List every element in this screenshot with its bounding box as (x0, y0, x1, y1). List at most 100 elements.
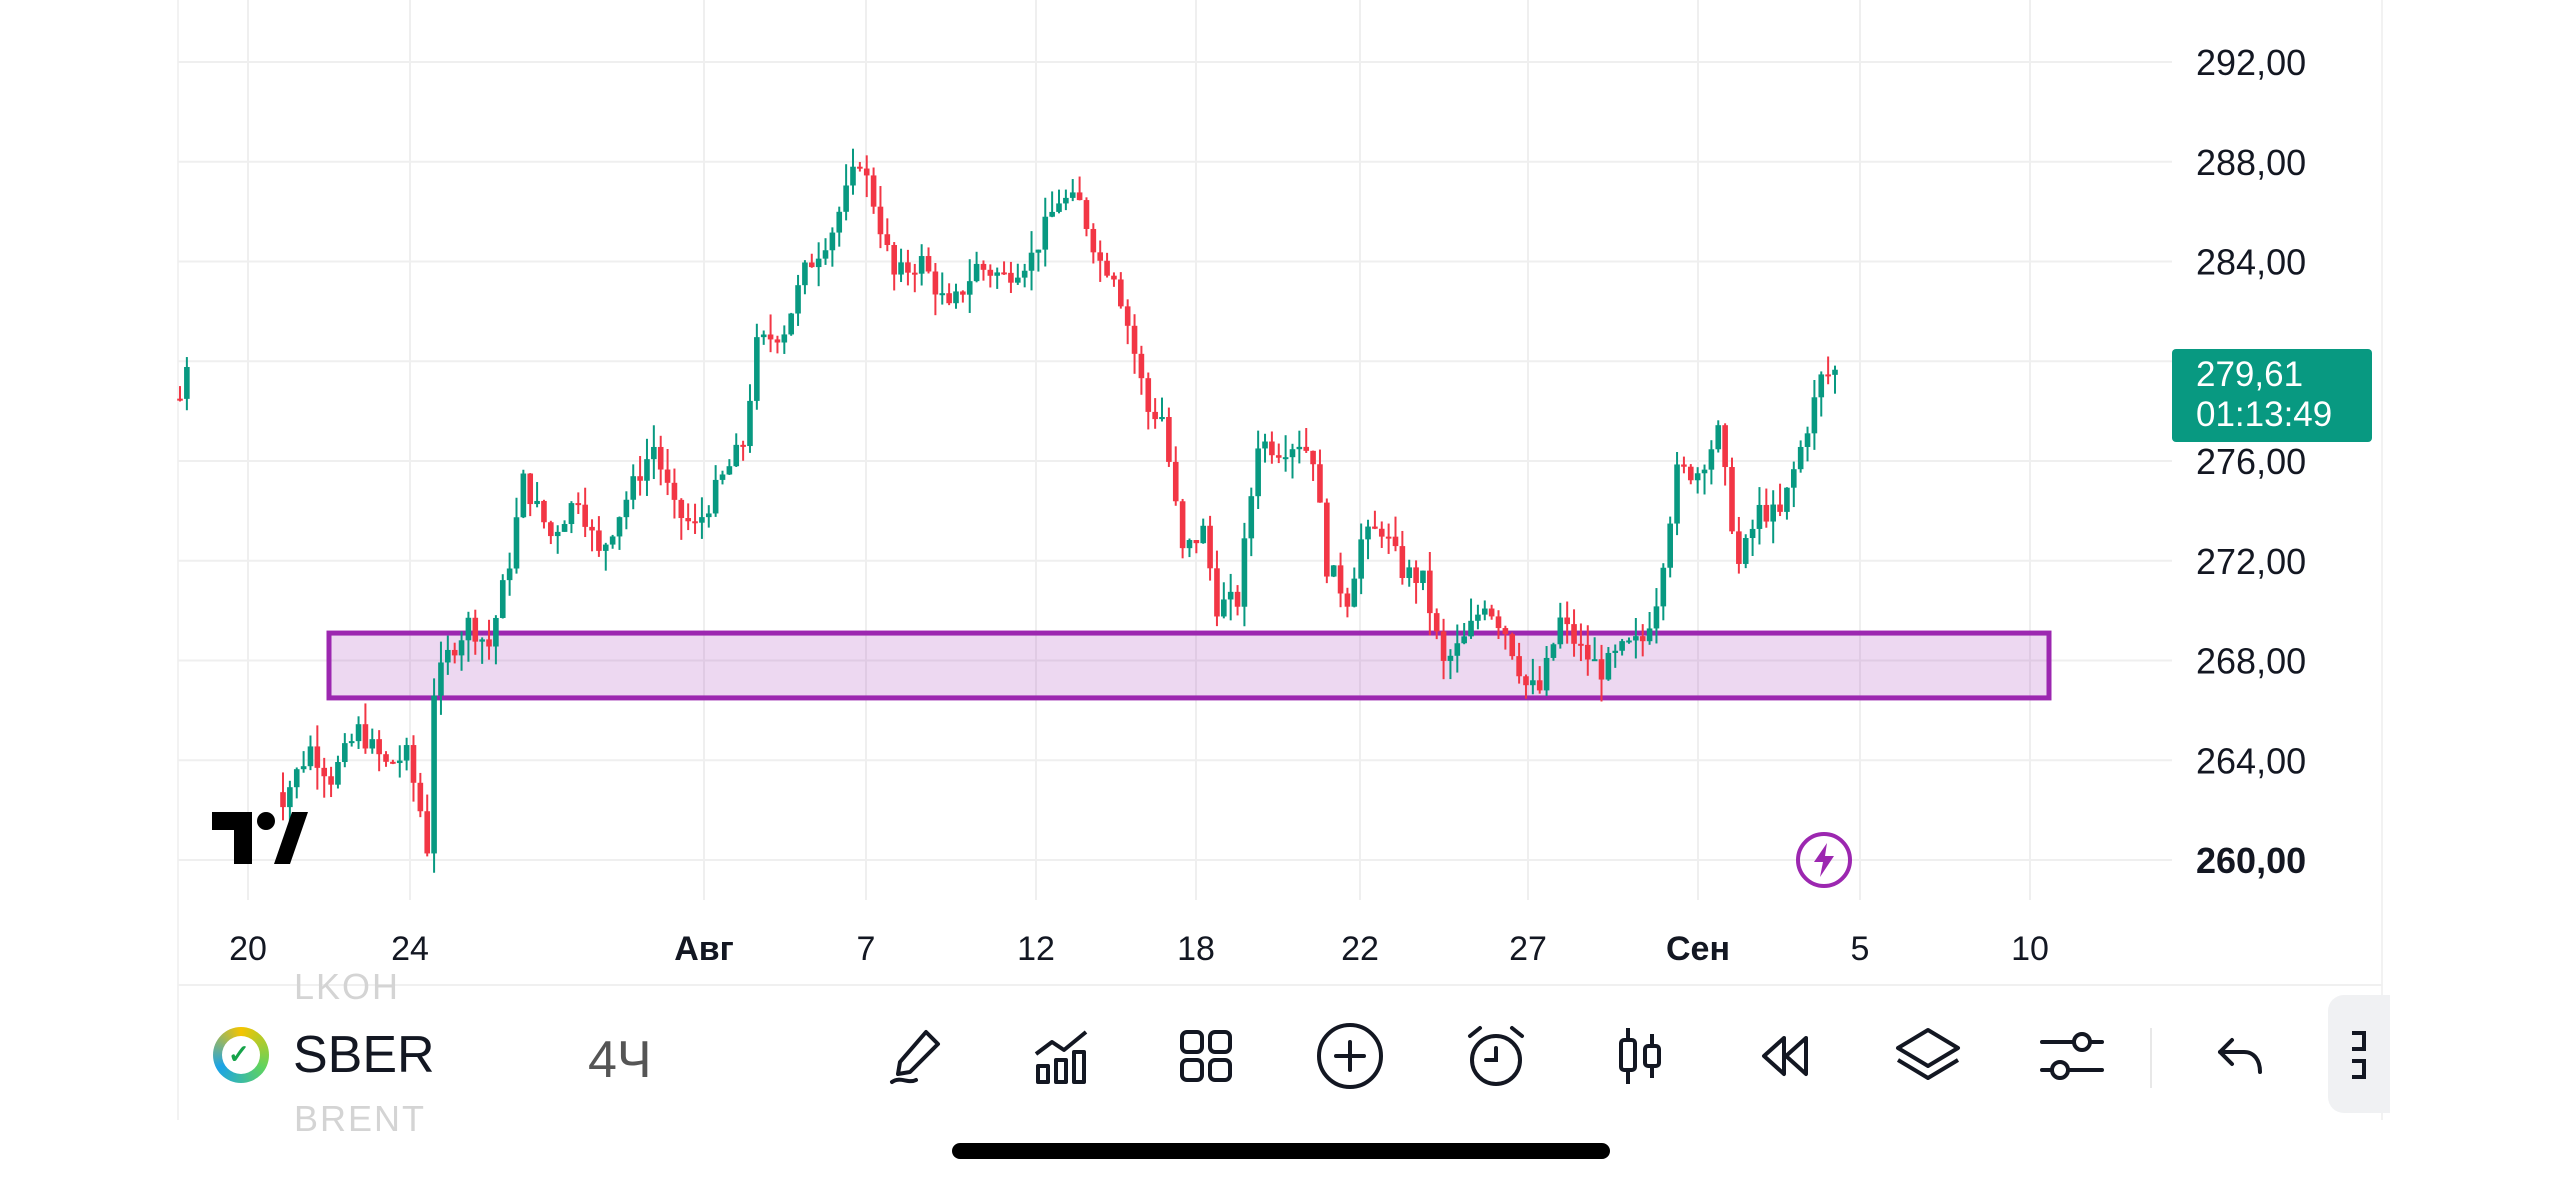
candle-body (602, 544, 609, 551)
candle-body (376, 739, 382, 755)
candle-body (348, 741, 355, 744)
candle-body (390, 761, 396, 764)
candle-body (726, 466, 733, 475)
tradingview-logo (212, 812, 308, 869)
candle-body (754, 337, 760, 401)
x-tick-label: 22 (1341, 930, 1379, 968)
candle-body (328, 776, 334, 785)
candle-body (417, 782, 424, 812)
candle-body (1454, 643, 1461, 656)
candle-body (1351, 578, 1358, 607)
candle-body (980, 263, 987, 270)
candle-body (1358, 539, 1364, 579)
candle-body (719, 474, 726, 480)
candles-icon[interactable] (1604, 1020, 1676, 1092)
x-tick-label: 24 (391, 930, 429, 968)
candle-body (1282, 457, 1289, 460)
candle-body (1221, 599, 1227, 617)
candle-body (1104, 260, 1110, 276)
candle-body (973, 263, 980, 282)
layout-grid-icon[interactable] (1170, 1020, 1242, 1092)
candle-body (1536, 680, 1543, 691)
candle-body (911, 272, 918, 275)
interval-selector[interactable]: 4Ч (588, 1031, 652, 1089)
candle-body (1138, 353, 1145, 379)
candle-body (1543, 657, 1550, 691)
candle-body (1145, 378, 1152, 412)
candle-body (1090, 228, 1097, 253)
candle-body (905, 262, 911, 273)
undo-icon[interactable] (2204, 1020, 2276, 1092)
toolbar-more-button[interactable] (2328, 995, 2390, 1113)
candle-body (1550, 644, 1557, 658)
layers-icon[interactable] (1892, 1020, 1964, 1092)
add-circle-icon[interactable] (1314, 1020, 1386, 1092)
candle-body (410, 745, 417, 783)
candle-body (534, 500, 540, 505)
x-tick-label: 7 (857, 930, 876, 968)
candle-body (1289, 449, 1296, 458)
candle-body (1275, 455, 1282, 458)
candle-body (1420, 570, 1426, 583)
candle-body (383, 754, 389, 762)
candle-body (1179, 501, 1186, 549)
candle-body (1584, 644, 1591, 660)
pencil-draw-icon[interactable] (882, 1020, 954, 1092)
candle-body (1598, 659, 1605, 680)
candle-body (692, 521, 698, 524)
candle-body (1310, 450, 1316, 465)
lightning-icon[interactable] (1796, 832, 1852, 888)
candle-body (1035, 249, 1042, 253)
candle-body (1042, 216, 1049, 250)
candle-body (1337, 565, 1344, 594)
candle-body (1427, 570, 1433, 614)
candle-body (1069, 192, 1076, 198)
candle-body (651, 446, 657, 460)
candle-body (1166, 417, 1172, 462)
candle-body (616, 517, 623, 537)
replay-icon[interactable] (1748, 1020, 1820, 1092)
candle-body (657, 446, 664, 470)
candle-body (939, 293, 946, 296)
candle-body (781, 334, 788, 343)
candle-body (1818, 374, 1825, 398)
candle-body (362, 724, 369, 749)
candle-body (355, 724, 362, 742)
candle-body (424, 811, 431, 854)
candle-body (479, 639, 485, 642)
candle-body (850, 166, 856, 186)
candle-body (1667, 523, 1673, 568)
candle-body (1468, 620, 1474, 637)
candle-body (369, 739, 376, 749)
y-tick-label: 276,00 (2196, 441, 2306, 482)
candle-body (857, 166, 863, 169)
indicators-icon[interactable] (1026, 1020, 1098, 1092)
candle-body (987, 269, 994, 276)
candle-body (932, 271, 939, 295)
alarm-clock-icon[interactable] (1460, 1020, 1532, 1092)
candle-body (1790, 469, 1797, 488)
candle-body (1159, 417, 1165, 420)
candle-body (1234, 591, 1241, 607)
candle-body (1797, 446, 1804, 470)
symbol-selector[interactable]: ✓ SBER (213, 1025, 435, 1085)
candle-body (527, 473, 534, 505)
candle-body (1722, 425, 1728, 468)
candle-body (1392, 536, 1399, 547)
candle-body (589, 526, 595, 531)
settings-sliders-icon[interactable] (2036, 1020, 2108, 1092)
candle-body (554, 531, 561, 537)
candle-body (314, 746, 321, 768)
candle-body (335, 762, 341, 785)
y-tick-label: 264,00 (2196, 740, 2306, 781)
home-indicator (952, 1143, 1610, 1159)
candle-body (836, 211, 843, 233)
candle-body (520, 473, 527, 518)
candle-body (808, 262, 815, 268)
x-tick-label: 12 (1017, 930, 1055, 968)
candle-body (493, 617, 499, 647)
candle-body (1021, 270, 1028, 278)
candle-body (596, 530, 602, 551)
candle-body (1578, 643, 1584, 646)
candle-body (1481, 608, 1488, 615)
